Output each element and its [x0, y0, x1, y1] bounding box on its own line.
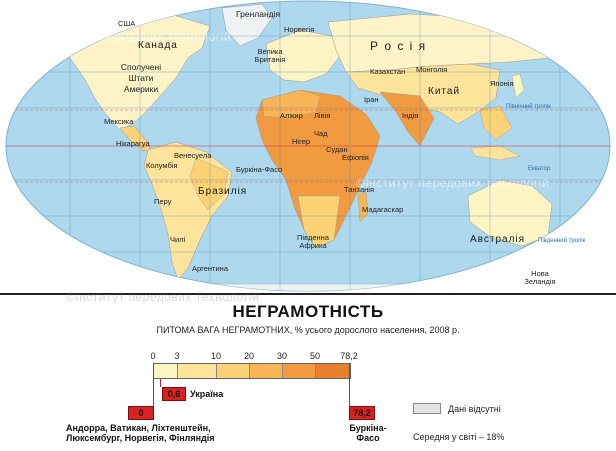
graticule [6, 1, 610, 291]
label-brazil: Бразилія [198, 186, 248, 197]
label-nicaragua: Нікарагуа [116, 139, 150, 148]
greenland-region [221, 3, 273, 47]
scale-swatch [250, 364, 283, 378]
label-niger: Нігер [292, 137, 310, 146]
watermark: ©Інститут передових технологій [356, 176, 550, 190]
scale-tick-label: 78,2 [340, 351, 358, 361]
no-data-swatch [413, 403, 441, 414]
watermark: ©Інститут передових технологій [66, 290, 260, 304]
label-sudan: Судан [326, 145, 348, 154]
label-burkina-faso: Буркіна-Фасо [236, 165, 283, 174]
label-tanzania: Танзанія [344, 185, 375, 194]
label-russia: Р о с і я [370, 39, 427, 53]
no-data-label: Дані відсутні [448, 404, 501, 414]
min-value: 0 [128, 406, 154, 420]
label-mexico: Мексика [104, 117, 134, 126]
label-chad: Чад [314, 129, 328, 138]
label-south-africa: Південна Африка [297, 233, 329, 250]
japan-region [511, 73, 525, 99]
scale-swatch [178, 364, 217, 378]
legend-title: НЕГРАМОТНІСТЬ [232, 302, 384, 321]
ukraine-label: Україна [190, 389, 224, 399]
label-australia: Австралія [470, 234, 526, 245]
label-japan: Японія [490, 79, 514, 88]
label-argentina: Аргентина [192, 264, 228, 273]
label-madagascar: Мадагаскар [362, 205, 404, 214]
southern-africa-region [297, 195, 341, 249]
label-peru: Перу [154, 197, 172, 206]
color-scale [153, 363, 351, 379]
scale-tick-label: 20 [243, 351, 255, 361]
world-map-canvas [5, 0, 611, 292]
label-equator: Екватор [528, 166, 551, 172]
label-greenland: Гренландія [236, 9, 281, 19]
label-libya: Лівія [314, 111, 331, 120]
max-marker-line [349, 363, 350, 407]
label-kazakhstan: Казахстан [370, 67, 406, 76]
asia-region [345, 63, 501, 125]
label-algeria: Алжир [280, 111, 303, 120]
scale-swatch [316, 364, 350, 378]
label-tropic-south: Південний тропік [538, 238, 586, 244]
label-canada: Канада [138, 40, 178, 51]
label-china: Китай [428, 86, 461, 97]
madagascar-region [357, 191, 369, 223]
label-mongolia: Монголія [416, 65, 448, 74]
world-map: США Канада Сполучені Штати Америки Мекси… [5, 0, 611, 292]
scale-tick-label: 10 [210, 351, 222, 361]
label-norway: Норвегія [284, 25, 315, 34]
scale-tick-label: 3 [174, 351, 180, 361]
label-india: Індія [402, 111, 419, 120]
divider [0, 293, 616, 295]
world-average: Середня у світі – 18% [413, 432, 505, 442]
legend-subtitle: ПИТОМА ВАГА НЕГРАМОТНИХ, % усього доросл… [156, 325, 460, 335]
label-chile: Чилі [170, 235, 186, 244]
watermark: ©Інститут передових технологій [38, 30, 232, 44]
label-great-britain: Велика Британія [254, 47, 286, 64]
southeast-asia-region [479, 105, 513, 141]
label-usa: США [118, 19, 136, 28]
scale-tick-label: 50 [309, 351, 321, 361]
max-value: 78,2 [349, 406, 375, 420]
label-iran: Іран [364, 95, 379, 104]
ukraine-value: 0,6 [162, 387, 186, 401]
label-ethiopia: Ефіопія [342, 153, 369, 162]
north-africa-region [261, 89, 321, 119]
min-countries: Андорра, Ватикан, Ліхтенштейн, Люксембур… [66, 423, 215, 443]
brazil-region [189, 157, 229, 211]
max-country: Буркіна-Фасо [349, 423, 387, 443]
europe-region [265, 29, 341, 83]
scale-swatch [154, 364, 178, 378]
label-united-states: Сполучені Штати Америки [120, 62, 162, 94]
label-new-zealand: Нова Зеландія [524, 269, 556, 286]
scale-swatch [283, 364, 316, 378]
min-marker-line [153, 363, 154, 407]
scale-tick-label: 30 [276, 351, 288, 361]
label-colombia: Колумбія [146, 161, 178, 170]
label-venezuela: Венесуела [174, 151, 212, 160]
scale-swatch [217, 364, 250, 378]
label-tropic-north: Північний тропік [506, 104, 551, 110]
ukraine-marker-line [160, 379, 161, 387]
scale-tick-label: 0 [150, 351, 156, 361]
